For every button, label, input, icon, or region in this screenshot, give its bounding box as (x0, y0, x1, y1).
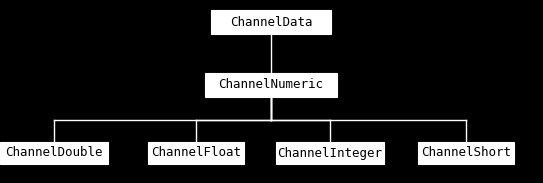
Text: ChannelShort: ChannelShort (421, 147, 511, 160)
Bar (211, 10, 331, 34)
Bar (276, 142, 384, 164)
Bar (205, 73, 337, 97)
Text: ChannelDouble: ChannelDouble (5, 147, 103, 160)
Text: ChannelInteger: ChannelInteger (277, 147, 382, 160)
Bar (418, 142, 514, 164)
Bar (148, 142, 244, 164)
Text: ChannelFloat: ChannelFloat (151, 147, 241, 160)
Text: ChannelData: ChannelData (230, 16, 312, 29)
Text: ChannelNumeric: ChannelNumeric (218, 79, 324, 92)
Bar (0, 142, 108, 164)
